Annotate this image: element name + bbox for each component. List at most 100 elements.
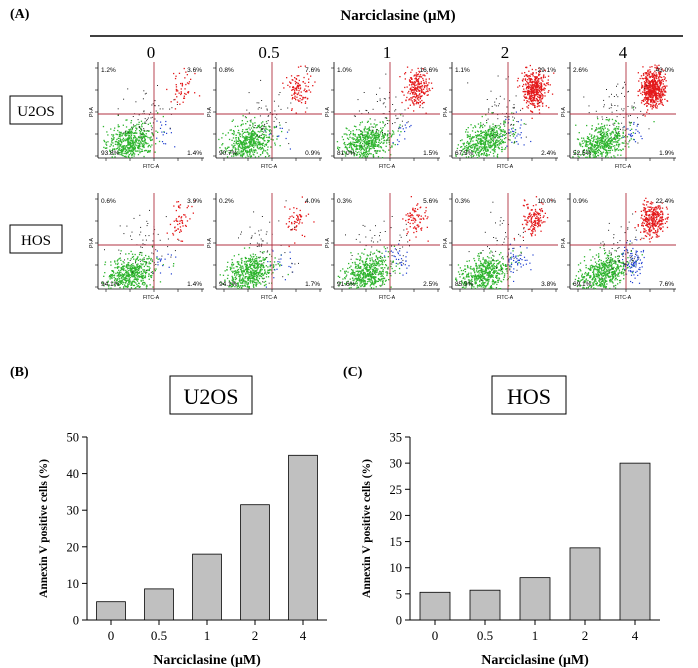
event-dot (142, 137, 144, 139)
event-dot (643, 85, 646, 88)
event-dot (127, 270, 130, 272)
event-dot (520, 119, 522, 121)
event-dot (430, 82, 433, 84)
event-dot (494, 125, 496, 128)
event-dot (650, 98, 652, 100)
event-dot (418, 78, 420, 80)
event-dot (487, 133, 490, 135)
event-dot (539, 105, 541, 107)
event-dot (352, 141, 354, 143)
event-dot (594, 152, 596, 154)
event-dot (254, 136, 256, 138)
event-dot (106, 144, 108, 146)
event-dot (358, 136, 360, 138)
event-dot (367, 131, 369, 133)
event-dot (525, 102, 528, 104)
event-dot (479, 127, 481, 129)
event-dot (613, 137, 615, 140)
event-dot (606, 132, 609, 135)
event-dot (356, 139, 358, 141)
event-dot (136, 270, 138, 273)
event-dot (490, 135, 492, 137)
event-dot (140, 120, 143, 122)
event-dot (135, 287, 137, 289)
event-dot (646, 90, 648, 93)
event-dot (586, 143, 588, 145)
event-dot (157, 258, 159, 260)
event-dot (654, 70, 656, 72)
event-dot (291, 89, 293, 91)
event-dot (495, 134, 497, 136)
event-dot (368, 136, 370, 139)
event-dot (490, 147, 492, 149)
event-dot (103, 146, 105, 149)
event-dot (603, 134, 605, 136)
event-dot (632, 107, 634, 109)
event-dot (644, 83, 646, 85)
event-dot (377, 137, 379, 139)
event-dot (594, 145, 596, 147)
event-dot (531, 89, 533, 91)
event-dot (151, 104, 153, 106)
event-dot (526, 74, 528, 76)
event-dot (378, 138, 380, 140)
event-dot (304, 96, 307, 99)
event-dot (306, 98, 309, 100)
event-dot (130, 122, 132, 124)
event-dot (128, 273, 130, 276)
event-dot (461, 150, 463, 152)
event-dot (117, 126, 119, 128)
event-dot (379, 121, 381, 123)
event-dot (134, 287, 136, 290)
event-dot (637, 123, 639, 125)
event-dot (119, 280, 121, 282)
event-dot (360, 145, 363, 147)
event-dot (125, 149, 127, 151)
event-dot (604, 142, 606, 144)
event-dot (527, 87, 530, 89)
quadrant-lr: 1.4% (187, 150, 202, 157)
event-dot (532, 72, 534, 74)
event-dot (662, 86, 664, 88)
event-dot (145, 262, 147, 265)
event-dot (597, 151, 599, 154)
event-dot (521, 79, 524, 81)
event-dot (181, 82, 183, 85)
event-dot (127, 155, 130, 157)
event-dot (174, 250, 176, 252)
event-dot (531, 68, 533, 71)
event-dot (521, 72, 523, 74)
event-dot (510, 124, 512, 126)
event-dot (151, 274, 153, 277)
event-dot (470, 124, 472, 126)
event-dot (281, 130, 283, 133)
event-dot (123, 287, 125, 289)
event-dot (465, 131, 467, 133)
event-dot (580, 145, 582, 147)
event-dot (613, 141, 615, 143)
event-dot (535, 76, 537, 78)
event-dot (257, 143, 259, 145)
event-dot (539, 96, 541, 98)
event-dot (103, 275, 105, 277)
event-dot (490, 132, 493, 134)
event-dot (173, 220, 175, 222)
event-dot (494, 142, 497, 144)
event-dot (240, 124, 242, 127)
event-dot (126, 270, 128, 273)
event-dot (379, 98, 381, 100)
event-dot (505, 137, 507, 139)
event-dot (154, 105, 155, 107)
event-dot (408, 79, 411, 81)
event-dot (427, 90, 429, 92)
event-dot (598, 137, 601, 139)
event-dot (654, 91, 656, 93)
event-dot (125, 146, 127, 148)
event-dot (250, 149, 252, 151)
event-dot (179, 103, 181, 105)
event-dot (130, 270, 132, 272)
event-dot (484, 148, 486, 150)
event-dot (358, 148, 360, 150)
event-dot (391, 145, 393, 147)
event-dot (359, 146, 362, 149)
